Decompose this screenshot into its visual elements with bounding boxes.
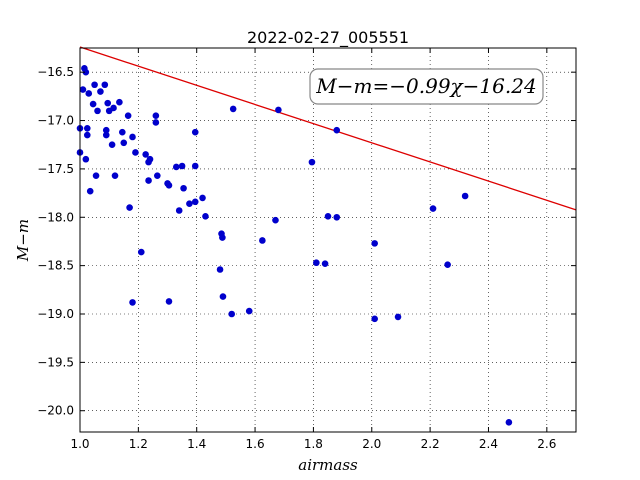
data-point	[186, 200, 193, 208]
data-point	[154, 172, 161, 179]
axis-ticks	[79, 48, 576, 432]
data-point	[394, 313, 402, 321]
data-point	[104, 99, 112, 107]
fit-equation-text: M−m=−0.99χ−16.24	[315, 74, 536, 98]
x-tick-label: 1.8	[304, 437, 323, 451]
y-tick-label: −20.0	[37, 404, 74, 418]
data-point	[86, 187, 94, 195]
data-point	[126, 204, 133, 211]
data-point	[165, 298, 173, 305]
y-tick-label: −16.5	[37, 65, 74, 79]
data-point	[175, 207, 183, 214]
data-point	[132, 149, 139, 156]
data-point	[142, 151, 149, 158]
y-tick-labels: −16.5 −17.0 −17.5 −18.0 −18.5 −19.0 −19.5 −20.0	[37, 65, 74, 418]
data-point	[429, 205, 437, 212]
data-point	[321, 260, 329, 267]
data-point	[101, 81, 109, 89]
data-point	[83, 124, 91, 132]
data-point	[91, 81, 98, 89]
data-point	[89, 100, 97, 108]
data-point	[229, 105, 237, 113]
x-tick-label: 1.0	[70, 437, 89, 451]
data-point	[83, 131, 91, 139]
x-tick-label: 1.6	[246, 437, 265, 451]
chart-title: 2022-02-27_005551	[247, 28, 409, 48]
data-points	[76, 65, 513, 426]
data-point	[272, 216, 279, 224]
fit-equation-box: M−m=−0.99χ−16.24	[309, 68, 544, 105]
data-point	[219, 234, 226, 241]
data-point	[333, 126, 341, 134]
data-point	[129, 133, 136, 141]
data-point	[116, 98, 123, 106]
y-tick-label: −17.0	[37, 114, 74, 128]
data-point	[333, 213, 341, 221]
data-point	[259, 237, 266, 244]
x-tick-label: 2.4	[479, 437, 498, 451]
data-point	[111, 172, 119, 179]
fit-line-group	[79, 46, 577, 211]
data-point	[146, 155, 154, 163]
data-point	[371, 315, 378, 323]
data-point	[191, 198, 199, 206]
data-point	[92, 172, 100, 179]
data-point	[324, 213, 332, 220]
data-point	[444, 261, 451, 268]
data-point	[180, 184, 187, 192]
data-point	[178, 162, 186, 170]
fit-line	[79, 46, 577, 211]
data-point	[79, 86, 87, 93]
data-point	[97, 88, 104, 95]
data-point	[313, 259, 320, 267]
data-point	[102, 126, 110, 134]
x-tick-label: 1.4	[187, 437, 206, 451]
data-point	[219, 293, 227, 300]
x-tick-label: 2.6	[537, 437, 556, 451]
data-point	[228, 310, 236, 318]
data-point	[110, 104, 117, 112]
y-tick-label: −18.5	[37, 259, 74, 273]
data-point	[505, 419, 513, 426]
data-point	[82, 155, 90, 163]
data-point	[172, 163, 180, 171]
data-point	[94, 107, 101, 115]
data-point	[275, 106, 282, 114]
x-tick-label: 1.2	[129, 437, 148, 451]
data-point	[120, 139, 128, 147]
data-point	[202, 213, 209, 220]
data-point	[152, 112, 160, 120]
data-point	[129, 299, 136, 306]
data-point	[82, 68, 90, 76]
plot-frame	[79, 47, 577, 433]
y-tick-label: −19.0	[37, 307, 74, 321]
data-point	[245, 307, 253, 315]
data-point	[371, 240, 378, 247]
x-tick-label: 2.2	[421, 437, 440, 451]
y-tick-label: −18.0	[37, 210, 74, 224]
y-tick-label: −19.5	[37, 355, 74, 369]
data-point	[102, 131, 110, 139]
data-point	[119, 128, 126, 136]
data-point	[137, 248, 145, 256]
data-point	[108, 141, 116, 149]
data-point	[461, 192, 469, 200]
y-axis-label: M−m	[14, 219, 32, 262]
data-point	[308, 158, 316, 166]
x-axis-label: airmass	[298, 456, 358, 474]
data-point	[191, 162, 199, 170]
data-point	[165, 182, 173, 189]
y-tick-label: −17.5	[37, 162, 74, 176]
data-point	[145, 177, 152, 184]
data-point	[216, 266, 224, 273]
data-point	[85, 90, 93, 97]
data-point	[152, 119, 160, 126]
x-tick-labels: 1.0 1.2 1.4 1.6 1.8 2.0 2.2 2.4 2.6	[70, 437, 556, 451]
data-point	[199, 194, 206, 202]
x-tick-label: 2.0	[362, 437, 381, 451]
data-point	[124, 112, 132, 120]
data-point	[191, 128, 199, 136]
